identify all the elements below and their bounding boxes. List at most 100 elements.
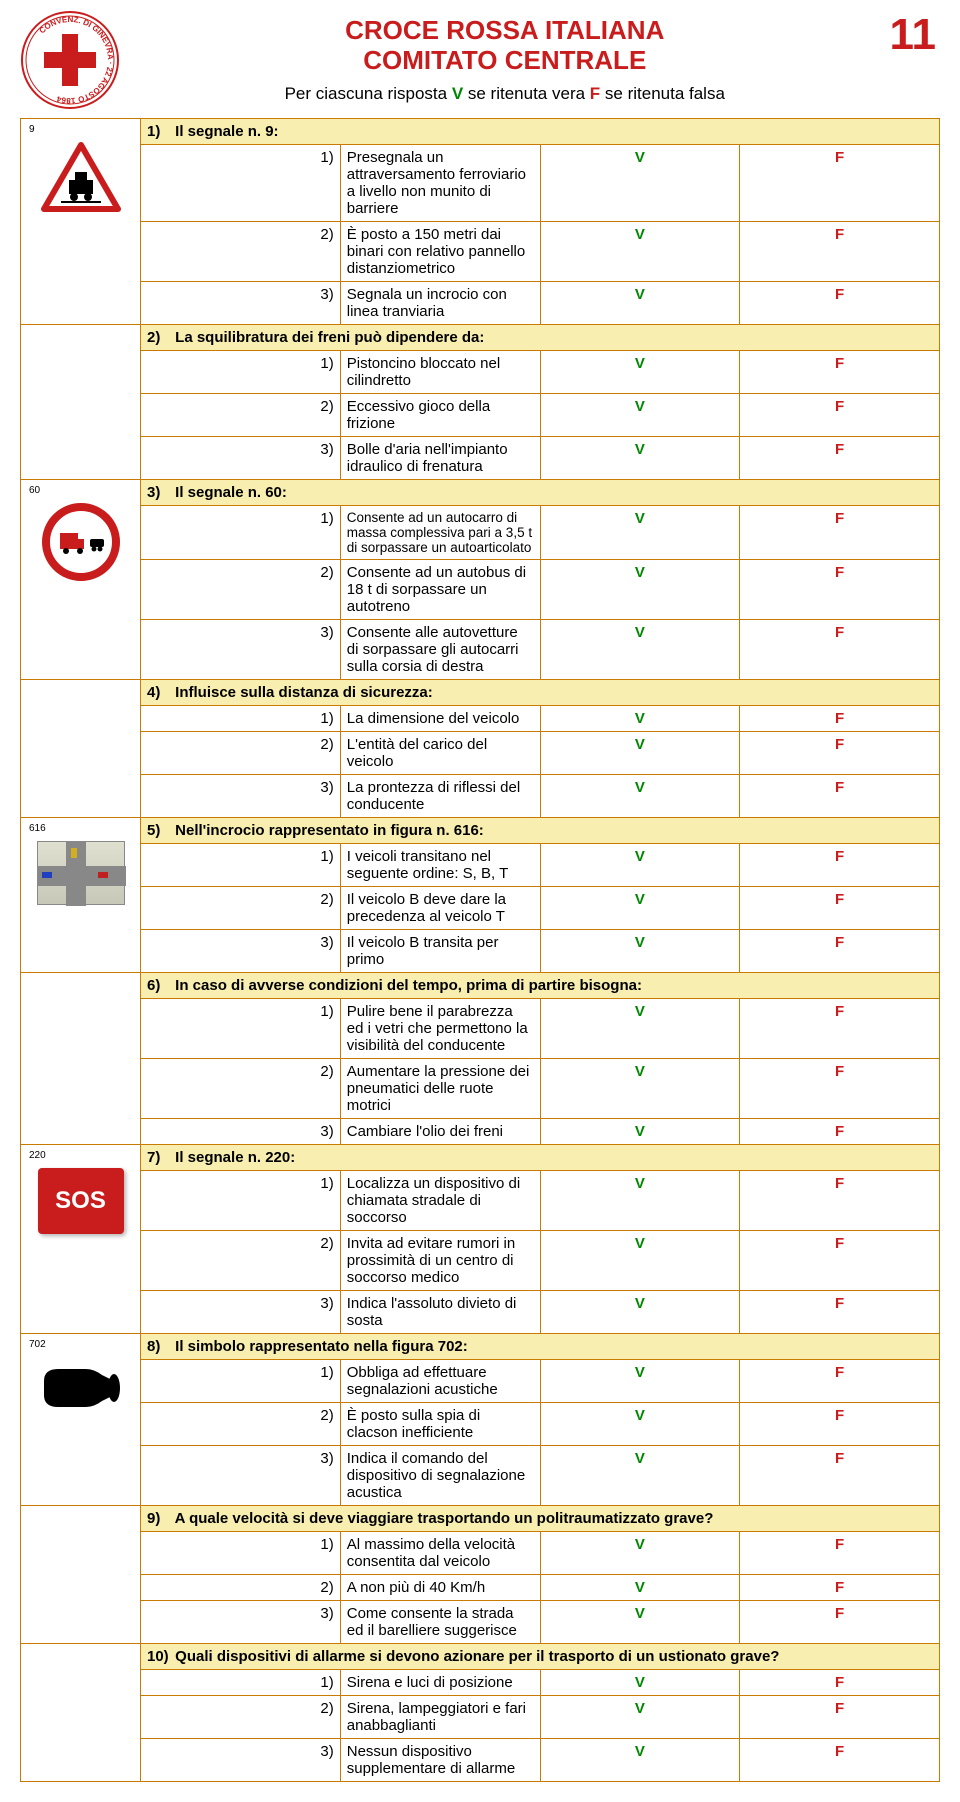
q8a1-v[interactable]: V	[540, 1360, 740, 1403]
image-cell-220: 220 SOS	[21, 1145, 141, 1334]
q7a2-v[interactable]: V	[540, 1231, 740, 1291]
q3a3-f[interactable]: F	[740, 620, 940, 680]
horn-symbol-icon	[38, 1361, 124, 1415]
q10a3-f[interactable]: F	[740, 1739, 940, 1782]
instr-pre: Per ciascuna risposta	[285, 84, 452, 103]
q4a2-f[interactable]: F	[740, 732, 940, 775]
q6a3-v[interactable]: V	[540, 1119, 740, 1145]
q7-num: 7)	[147, 1149, 171, 1166]
q4a3-text: La prontezza di riflessi del conducente	[340, 775, 540, 818]
q3a2-f[interactable]: F	[740, 560, 940, 620]
q1a3-v[interactable]: V	[540, 282, 740, 325]
q5a3-v[interactable]: V	[540, 930, 740, 973]
q8a1-f[interactable]: F	[740, 1360, 940, 1403]
q3a3-v[interactable]: V	[540, 620, 740, 680]
img-num-220: 220	[27, 1149, 134, 1162]
q6a1-f[interactable]: F	[740, 999, 940, 1059]
q7a3-f[interactable]: F	[740, 1291, 940, 1334]
img-num-60: 60	[27, 484, 134, 497]
q4a1-text: La dimensione del veicolo	[340, 706, 540, 732]
q3a1-text: Consente ad un autocarro di massa comple…	[340, 506, 540, 560]
q9a2-v[interactable]: V	[540, 1575, 740, 1601]
q2a3-v[interactable]: V	[540, 437, 740, 480]
sos-sign-icon: SOS	[38, 1168, 124, 1234]
q8a2-f[interactable]: F	[740, 1403, 940, 1446]
q10a1-v[interactable]: V	[540, 1670, 740, 1696]
q7a1-v[interactable]: V	[540, 1171, 740, 1231]
q9a3-v[interactable]: V	[540, 1601, 740, 1644]
q3a1-f[interactable]: F	[740, 506, 940, 560]
q3a2-v[interactable]: V	[540, 560, 740, 620]
q8-text: Il simbolo rappresentato nella figura 70…	[175, 1338, 468, 1355]
q6-num: 6)	[147, 977, 171, 994]
q6a2-v[interactable]: V	[540, 1059, 740, 1119]
q5a1-f[interactable]: F	[740, 844, 940, 887]
q1a2-v[interactable]: V	[540, 222, 740, 282]
header-text: CROCE ROSSA ITALIANA COMITATO CENTRALE P…	[132, 10, 877, 104]
q1a1-v[interactable]: V	[540, 145, 740, 222]
q6a1-text: Pulire bene il parabrezza ed i vetri che…	[340, 999, 540, 1059]
q1a2-f[interactable]: F	[740, 222, 940, 282]
q5a2-f[interactable]: F	[740, 887, 940, 930]
q4a2-num: 2)	[141, 732, 341, 775]
q9a3-num: 3)	[141, 1601, 341, 1644]
q4a3-v[interactable]: V	[540, 775, 740, 818]
q2a2-v[interactable]: V	[540, 394, 740, 437]
q7a3-v[interactable]: V	[540, 1291, 740, 1334]
q7a1-num: 1)	[141, 1171, 341, 1231]
q10a1-f[interactable]: F	[740, 1670, 940, 1696]
q6-head: 6) In caso di avverse condizioni del tem…	[141, 973, 940, 999]
q8a3-text: Indica il comando del dispositivo di seg…	[340, 1446, 540, 1506]
q8a3-f[interactable]: F	[740, 1446, 940, 1506]
q4a3-f[interactable]: F	[740, 775, 940, 818]
q1-text: Il segnale n. 9:	[175, 123, 278, 140]
q2a3-f[interactable]: F	[740, 437, 940, 480]
q5a1-text: I veicoli transitano nel seguente ordine…	[340, 844, 540, 887]
q1a3-f[interactable]: F	[740, 282, 940, 325]
q2a1-v[interactable]: V	[540, 351, 740, 394]
q9a1-f[interactable]: F	[740, 1532, 940, 1575]
q10-text: Quali dispositivi di allarme si devono a…	[175, 1648, 779, 1665]
q1-head: 1) Il segnale n. 9:	[141, 119, 940, 145]
q4a1-f[interactable]: F	[740, 706, 940, 732]
q4a2-v[interactable]: V	[540, 732, 740, 775]
q4a1-v[interactable]: V	[540, 706, 740, 732]
instr-post: se ritenuta falsa	[600, 84, 725, 103]
q6a1-v[interactable]: V	[540, 999, 740, 1059]
q7a1-f[interactable]: F	[740, 1171, 940, 1231]
q8a3-v[interactable]: V	[540, 1446, 740, 1506]
q2a2-num: 2)	[141, 394, 341, 437]
q5a2-v[interactable]: V	[540, 887, 740, 930]
q2a2-f[interactable]: F	[740, 394, 940, 437]
q5-text: Nell'incrocio rappresentato in figura n.…	[175, 822, 484, 839]
image-cell-empty-9	[21, 1506, 141, 1644]
q9-head: 9) A quale velocità si deve viaggiare tr…	[141, 1506, 940, 1532]
q5a3-f[interactable]: F	[740, 930, 940, 973]
q9a3-f[interactable]: F	[740, 1601, 940, 1644]
q5a3-num: 3)	[141, 930, 341, 973]
q10a2-v[interactable]: V	[540, 1696, 740, 1739]
q8a2-v[interactable]: V	[540, 1403, 740, 1446]
q8-num: 8)	[147, 1338, 171, 1355]
q10a3-v[interactable]: V	[540, 1739, 740, 1782]
q10-head: 10) Quali dispositivi di allarme si devo…	[141, 1644, 940, 1670]
q9a1-v[interactable]: V	[540, 1532, 740, 1575]
q1a1-text: Presegnala un attraversamento ferroviari…	[340, 145, 540, 222]
q10a2-f[interactable]: F	[740, 1696, 940, 1739]
q2a1-f[interactable]: F	[740, 351, 940, 394]
image-cell-empty-4	[21, 680, 141, 818]
img-num-9: 9	[27, 123, 134, 136]
q6a2-f[interactable]: F	[740, 1059, 940, 1119]
q1a1-f[interactable]: F	[740, 145, 940, 222]
q7a2-f[interactable]: F	[740, 1231, 940, 1291]
q9a2-f[interactable]: F	[740, 1575, 940, 1601]
q4a1-num: 1)	[141, 706, 341, 732]
q9a1-num: 1)	[141, 1532, 341, 1575]
q3a1-num: 1)	[141, 506, 341, 560]
q5a1-v[interactable]: V	[540, 844, 740, 887]
q6a3-f[interactable]: F	[740, 1119, 940, 1145]
page: CONVENZ. DI GINEVRA · 22 AGOSTO 1864 CRO…	[0, 0, 960, 1802]
q3a1-v[interactable]: V	[540, 506, 740, 560]
q3-text: Il segnale n. 60:	[175, 484, 287, 501]
q4-text: Influisce sulla distanza di sicurezza:	[175, 684, 433, 701]
